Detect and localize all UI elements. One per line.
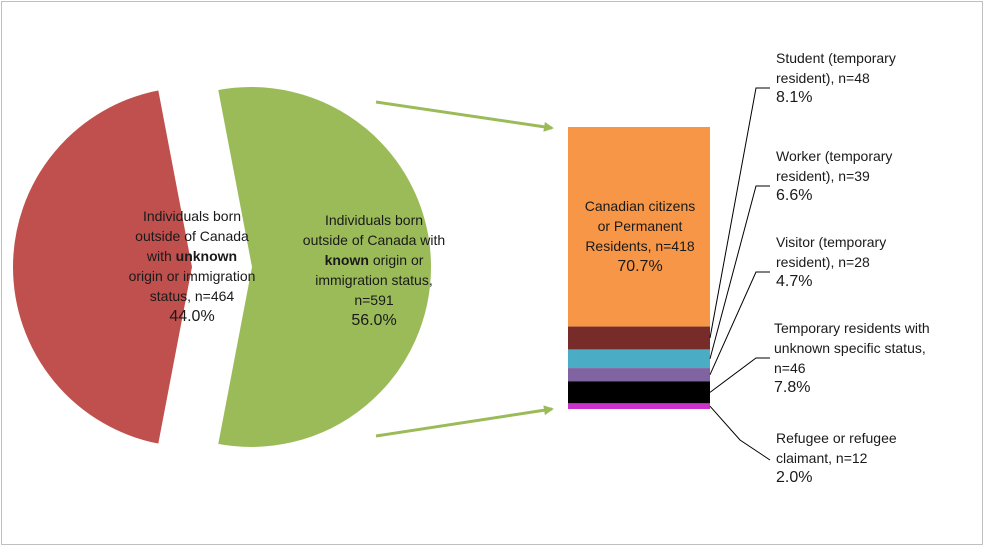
pie-label-known-bold: known: [324, 252, 369, 268]
bar-seg-refugee: [568, 403, 710, 409]
bar-label-citizens: Canadian citizens or Permanent Residents…: [584, 198, 696, 275]
arrow-top: [375, 100, 554, 132]
pie-label-unknown-bold: unknown: [175, 248, 238, 264]
pie-label-known: Individuals born outside of Canada with …: [302, 212, 446, 329]
side-pct-visitor: 4.7%: [776, 273, 813, 290]
connector-arrows: [375, 100, 554, 438]
leader-line-visitor: [709, 271, 770, 375]
bar-seg-temp-unknown: [568, 381, 710, 404]
stacked-bar: [568, 127, 710, 409]
side-label-worker: Worker (temporary resident), n=39 6.6%: [776, 148, 893, 204]
leader-line-student: [709, 87, 770, 339]
bar-seg-visitor: [568, 368, 710, 382]
leader-line-worker: [709, 185, 770, 359]
leader-lines: [709, 87, 771, 461]
side-pct-student: 8.1%: [776, 89, 813, 106]
bar-seg-worker: [568, 349, 710, 369]
side-label-visitor: Visitor (temporary resident), n=28 4.7%: [776, 234, 887, 290]
side-pct-refugee: 2.0%: [776, 469, 813, 486]
side-pct-worker: 6.6%: [776, 187, 813, 204]
side-pct-temp-unknown: 7.8%: [774, 379, 811, 396]
pie-slice-unknown: [11, 88, 195, 446]
pie-slice-known: [215, 85, 433, 449]
side-label-temp-unknown: Temporary residents with unknown specifi…: [774, 320, 930, 396]
bar-seg-student: [568, 326, 710, 350]
side-label-refugee: Refugee or refugee claimant, n=12 2.0%: [776, 430, 897, 486]
bar-pct-citizens: 70.7%: [617, 258, 663, 275]
pie-pct-known: 56.0%: [351, 312, 397, 329]
pie-chart: [11, 85, 433, 449]
side-label-student: Student (temporary resident), n=48 8.1%: [776, 50, 896, 106]
pie-pct-unknown: 44.0%: [169, 308, 215, 325]
arrow-bottom: [375, 405, 554, 438]
bar-seg-citizens: [568, 127, 710, 327]
pie-label-unknown: Individuals born outside of Canada with …: [128, 208, 256, 325]
leader-line-refugee: [709, 405, 771, 461]
leader-line-temp-unknown: [709, 357, 770, 393]
